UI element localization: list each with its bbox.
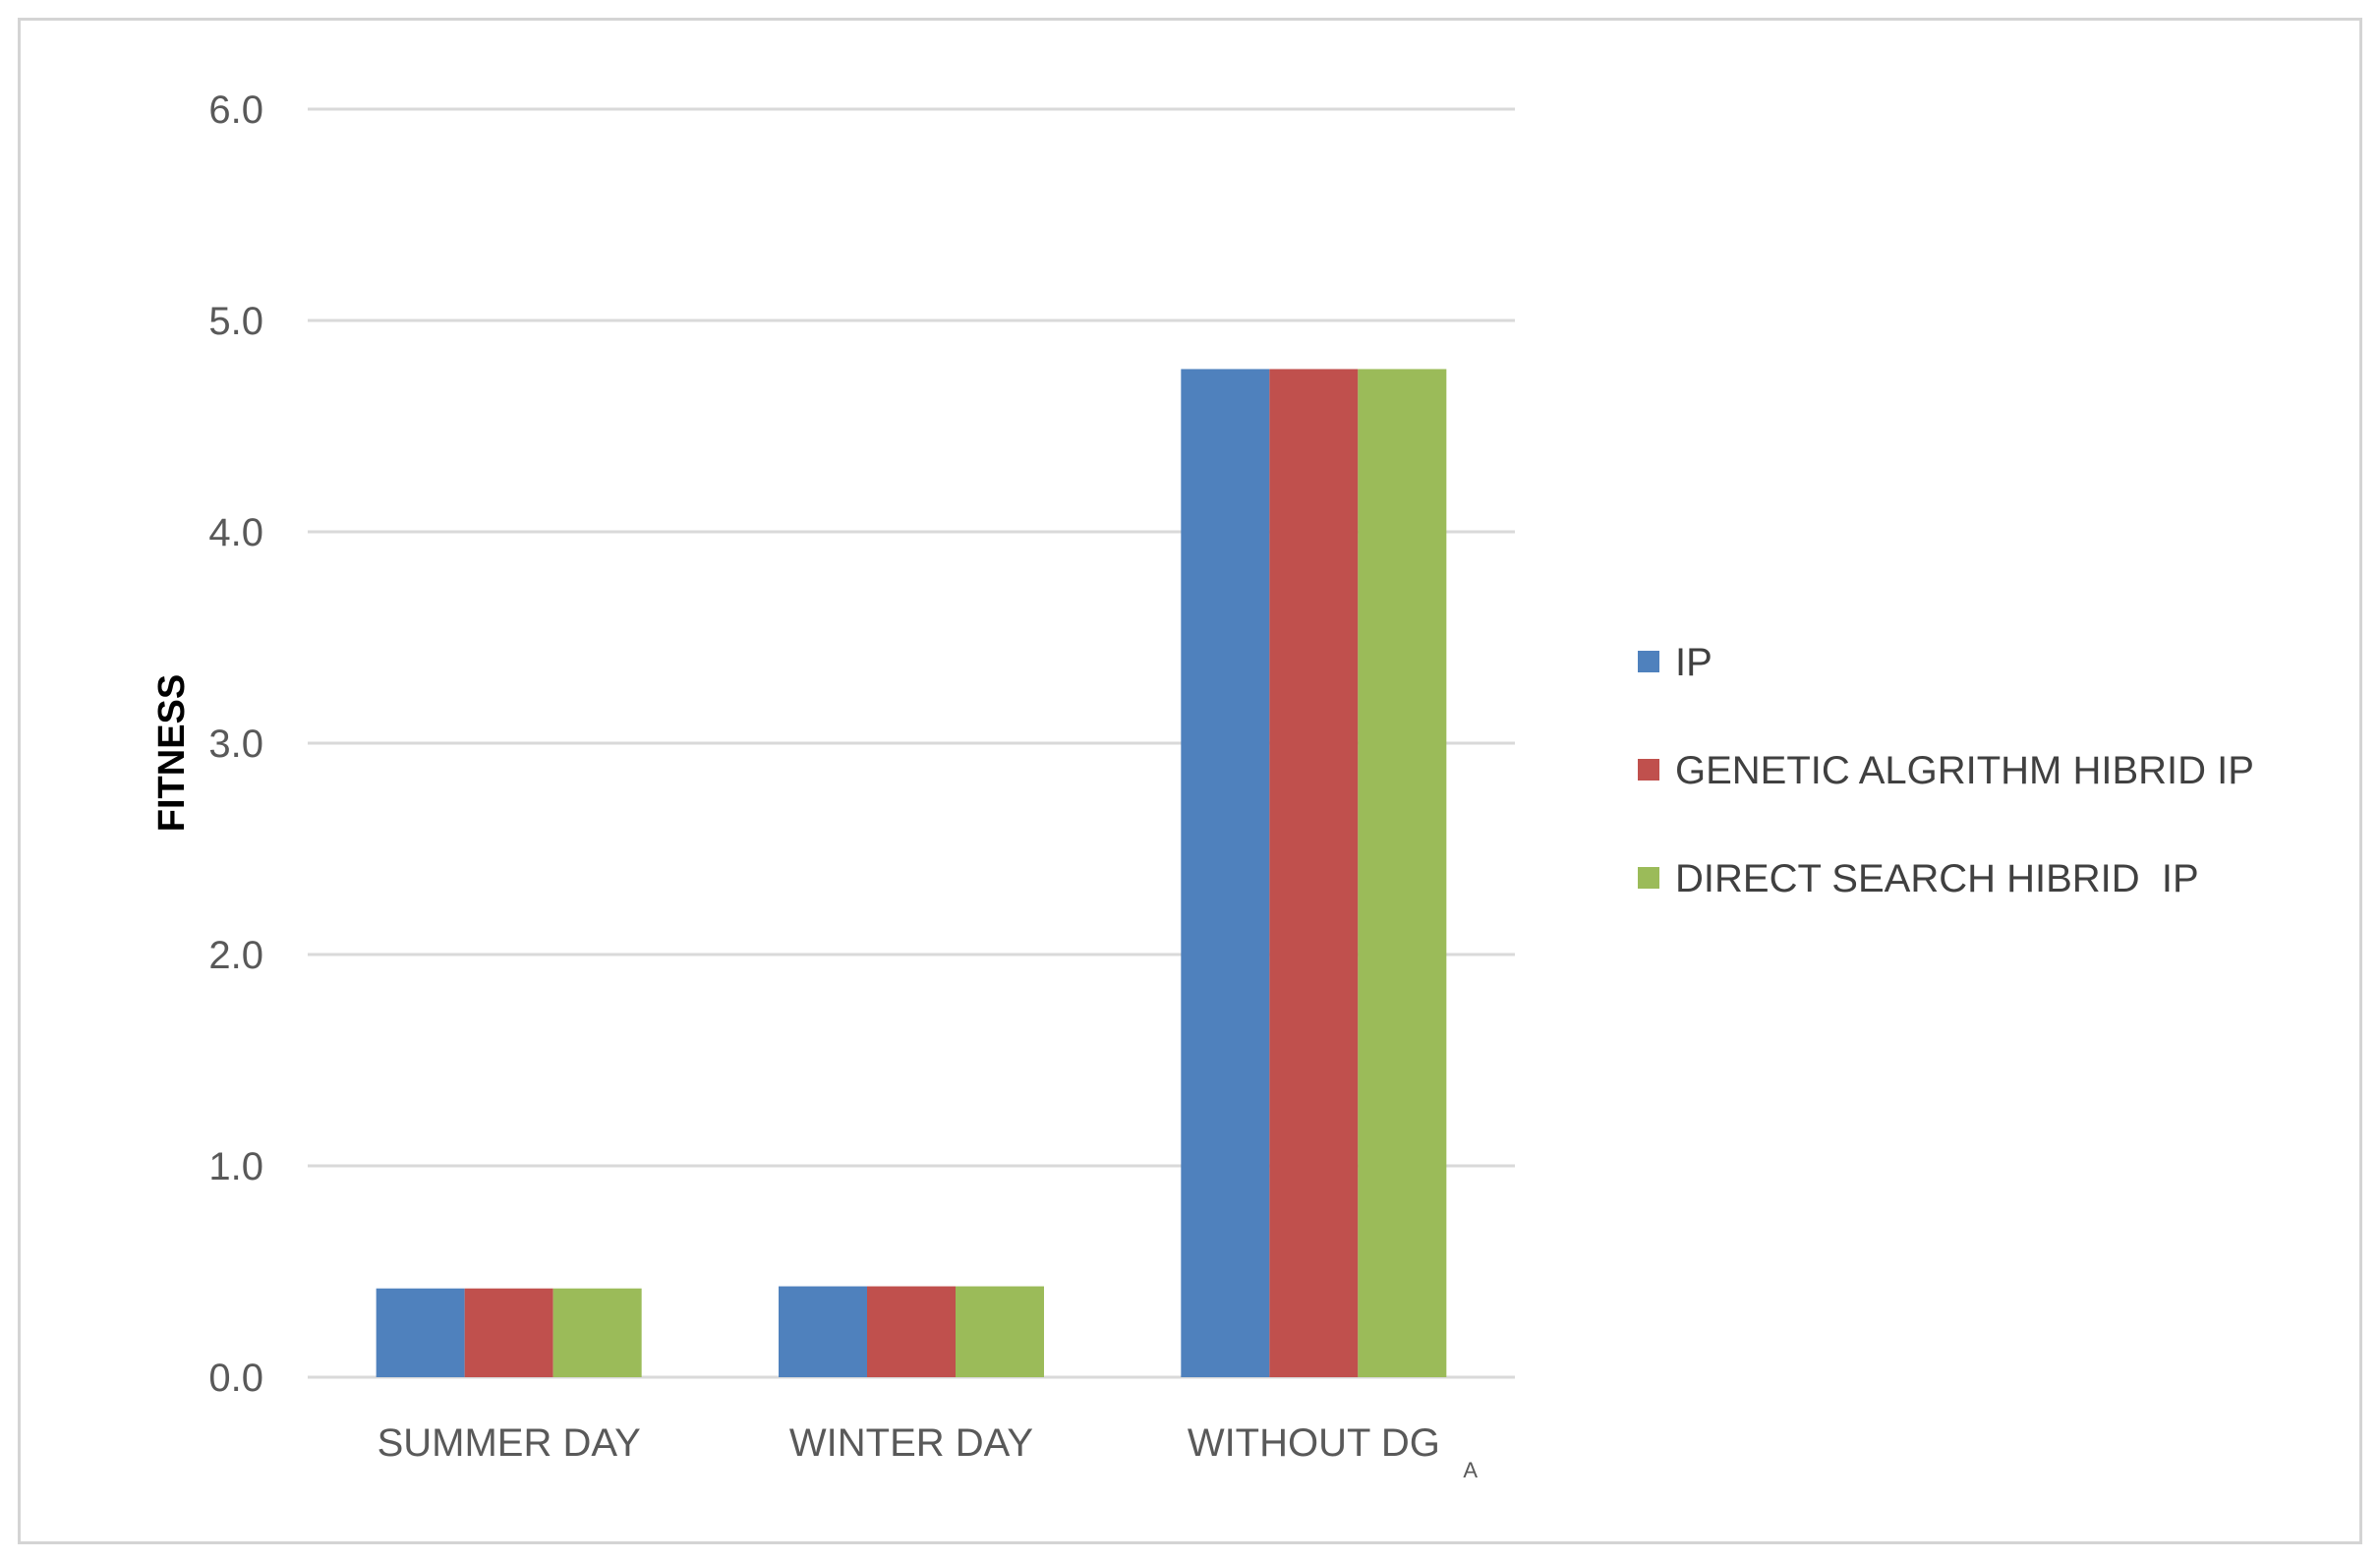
y-tick-label: 2.0 — [208, 934, 263, 977]
bar — [867, 1286, 956, 1377]
gridlines — [308, 107, 1515, 1379]
x-category-labels: SUMMER DAY WINTER DAY WITHOUT DG — [377, 1421, 1440, 1465]
x-category-label: WINTER DAY — [789, 1421, 1033, 1465]
chart-frame: 0.0 1.0 2.0 3.0 4.0 5.0 6.0 SUMMER DAY WINTER D… — [18, 18, 2362, 1544]
bar — [464, 1288, 553, 1377]
bar-chart: 0.0 1.0 2.0 3.0 4.0 5.0 6.0 SUMMER DAY WINTER D… — [151, 88, 2254, 1482]
y-tick-label: 3.0 — [208, 723, 263, 766]
y-axis-title: FITNESS — [151, 674, 193, 832]
x-category-label: WITHOUT DG — [1188, 1421, 1440, 1465]
y-tick-labels: 0.0 1.0 2.0 3.0 4.0 5.0 6.0 — [208, 88, 263, 1400]
bar — [376, 1288, 465, 1377]
legend-label: DIRECT SEARCH HIBRID IP — [1675, 857, 2199, 900]
bar — [1181, 369, 1270, 1378]
bar — [552, 1288, 642, 1377]
bars — [376, 369, 1447, 1378]
legend: IP GENETIC ALGRITHM HIBRID IP DIRECT SEARC… — [1638, 641, 2254, 900]
legend-swatch — [1638, 759, 1659, 781]
legend-label: IP — [1675, 641, 1712, 684]
legend-swatch — [1638, 867, 1659, 889]
y-tick-label: 6.0 — [208, 88, 263, 132]
bar — [1269, 369, 1359, 1378]
y-tick-label: 0.0 — [208, 1357, 263, 1400]
bar — [956, 1286, 1044, 1377]
legend-swatch — [1638, 651, 1659, 672]
bar — [1358, 369, 1447, 1378]
y-tick-label: 4.0 — [208, 511, 263, 554]
x-category-label: SUMMER DAY — [377, 1421, 641, 1465]
category-annotation: A — [1463, 1458, 1478, 1482]
y-tick-label: 5.0 — [208, 300, 263, 343]
legend-label: GENETIC ALGRITHM HIBRID IP — [1675, 749, 2254, 792]
bar — [779, 1286, 867, 1377]
y-tick-label: 1.0 — [208, 1145, 263, 1188]
